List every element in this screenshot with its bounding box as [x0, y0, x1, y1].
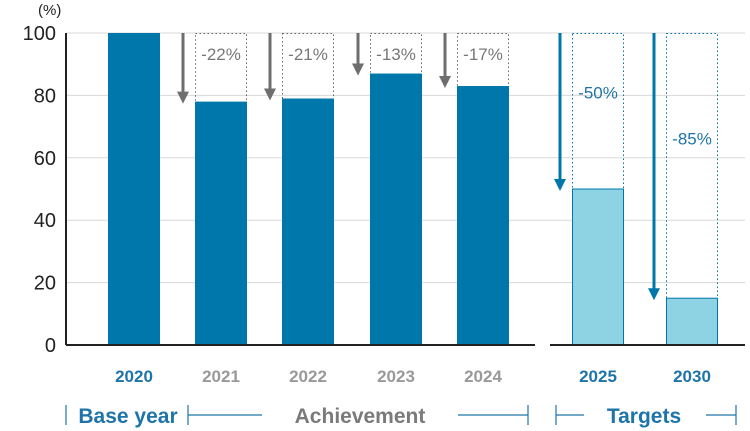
- reduction-label-2022: -21%: [288, 45, 328, 64]
- x-category-label: 2023: [377, 367, 415, 386]
- group-label-targets: Targets: [607, 405, 681, 428]
- bars: [108, 33, 718, 346]
- x-category-label: 2022: [289, 367, 327, 386]
- bar-2020: [108, 33, 160, 345]
- labels: 0 20 40 60 80 100 (%) 2020 -22% 2021 -21% 2022 -13% 2…: [23, 2, 712, 386]
- y-axis-unit-label: (%): [38, 2, 61, 19]
- x-category-label: 2025: [579, 367, 617, 386]
- bar-2021: [195, 101, 247, 345]
- bar-2025: [572, 188, 624, 346]
- bar-2023: [370, 73, 422, 345]
- reduction-outline-2024: [457, 33, 509, 88]
- axes: [65, 33, 745, 346]
- x-category-label: 2021: [202, 367, 240, 386]
- reduction-label-2021: -22%: [201, 45, 241, 64]
- x-category-label: 2024: [464, 367, 502, 386]
- group-label-base-year: Base year: [78, 405, 177, 428]
- reduction-outline-2021: [195, 33, 247, 103]
- y-tick-label: 20: [34, 273, 56, 295]
- target-outline-2025: [572, 33, 624, 190]
- x-category-label: 2020: [115, 367, 153, 386]
- reduction-arrows: [177, 33, 660, 301]
- y-tick-label: 0: [45, 335, 56, 357]
- reduction-label-2024: -17%: [463, 45, 503, 64]
- x-category-label: 2030: [673, 367, 711, 386]
- group-brackets: Base year Achievement Targets: [65, 405, 737, 428]
- y-tick-label: 80: [34, 85, 56, 107]
- y-tick-label: 60: [34, 148, 56, 170]
- group-label-achievement: Achievement: [295, 405, 426, 428]
- target-outline-2030: [666, 33, 718, 300]
- reduction-label-2025: -50%: [578, 84, 618, 103]
- reduction-outline-2022: [282, 33, 334, 100]
- reduction-label-2023: -13%: [376, 45, 416, 64]
- reduction-outlines: [195, 33, 718, 300]
- reduction-label-2030: -85%: [672, 129, 712, 148]
- bar-2024: [457, 86, 509, 345]
- y-tick-label: 40: [34, 210, 56, 232]
- bar-2030: [666, 297, 718, 346]
- y-tick-label: 100: [23, 23, 56, 45]
- bar-2022: [282, 98, 334, 346]
